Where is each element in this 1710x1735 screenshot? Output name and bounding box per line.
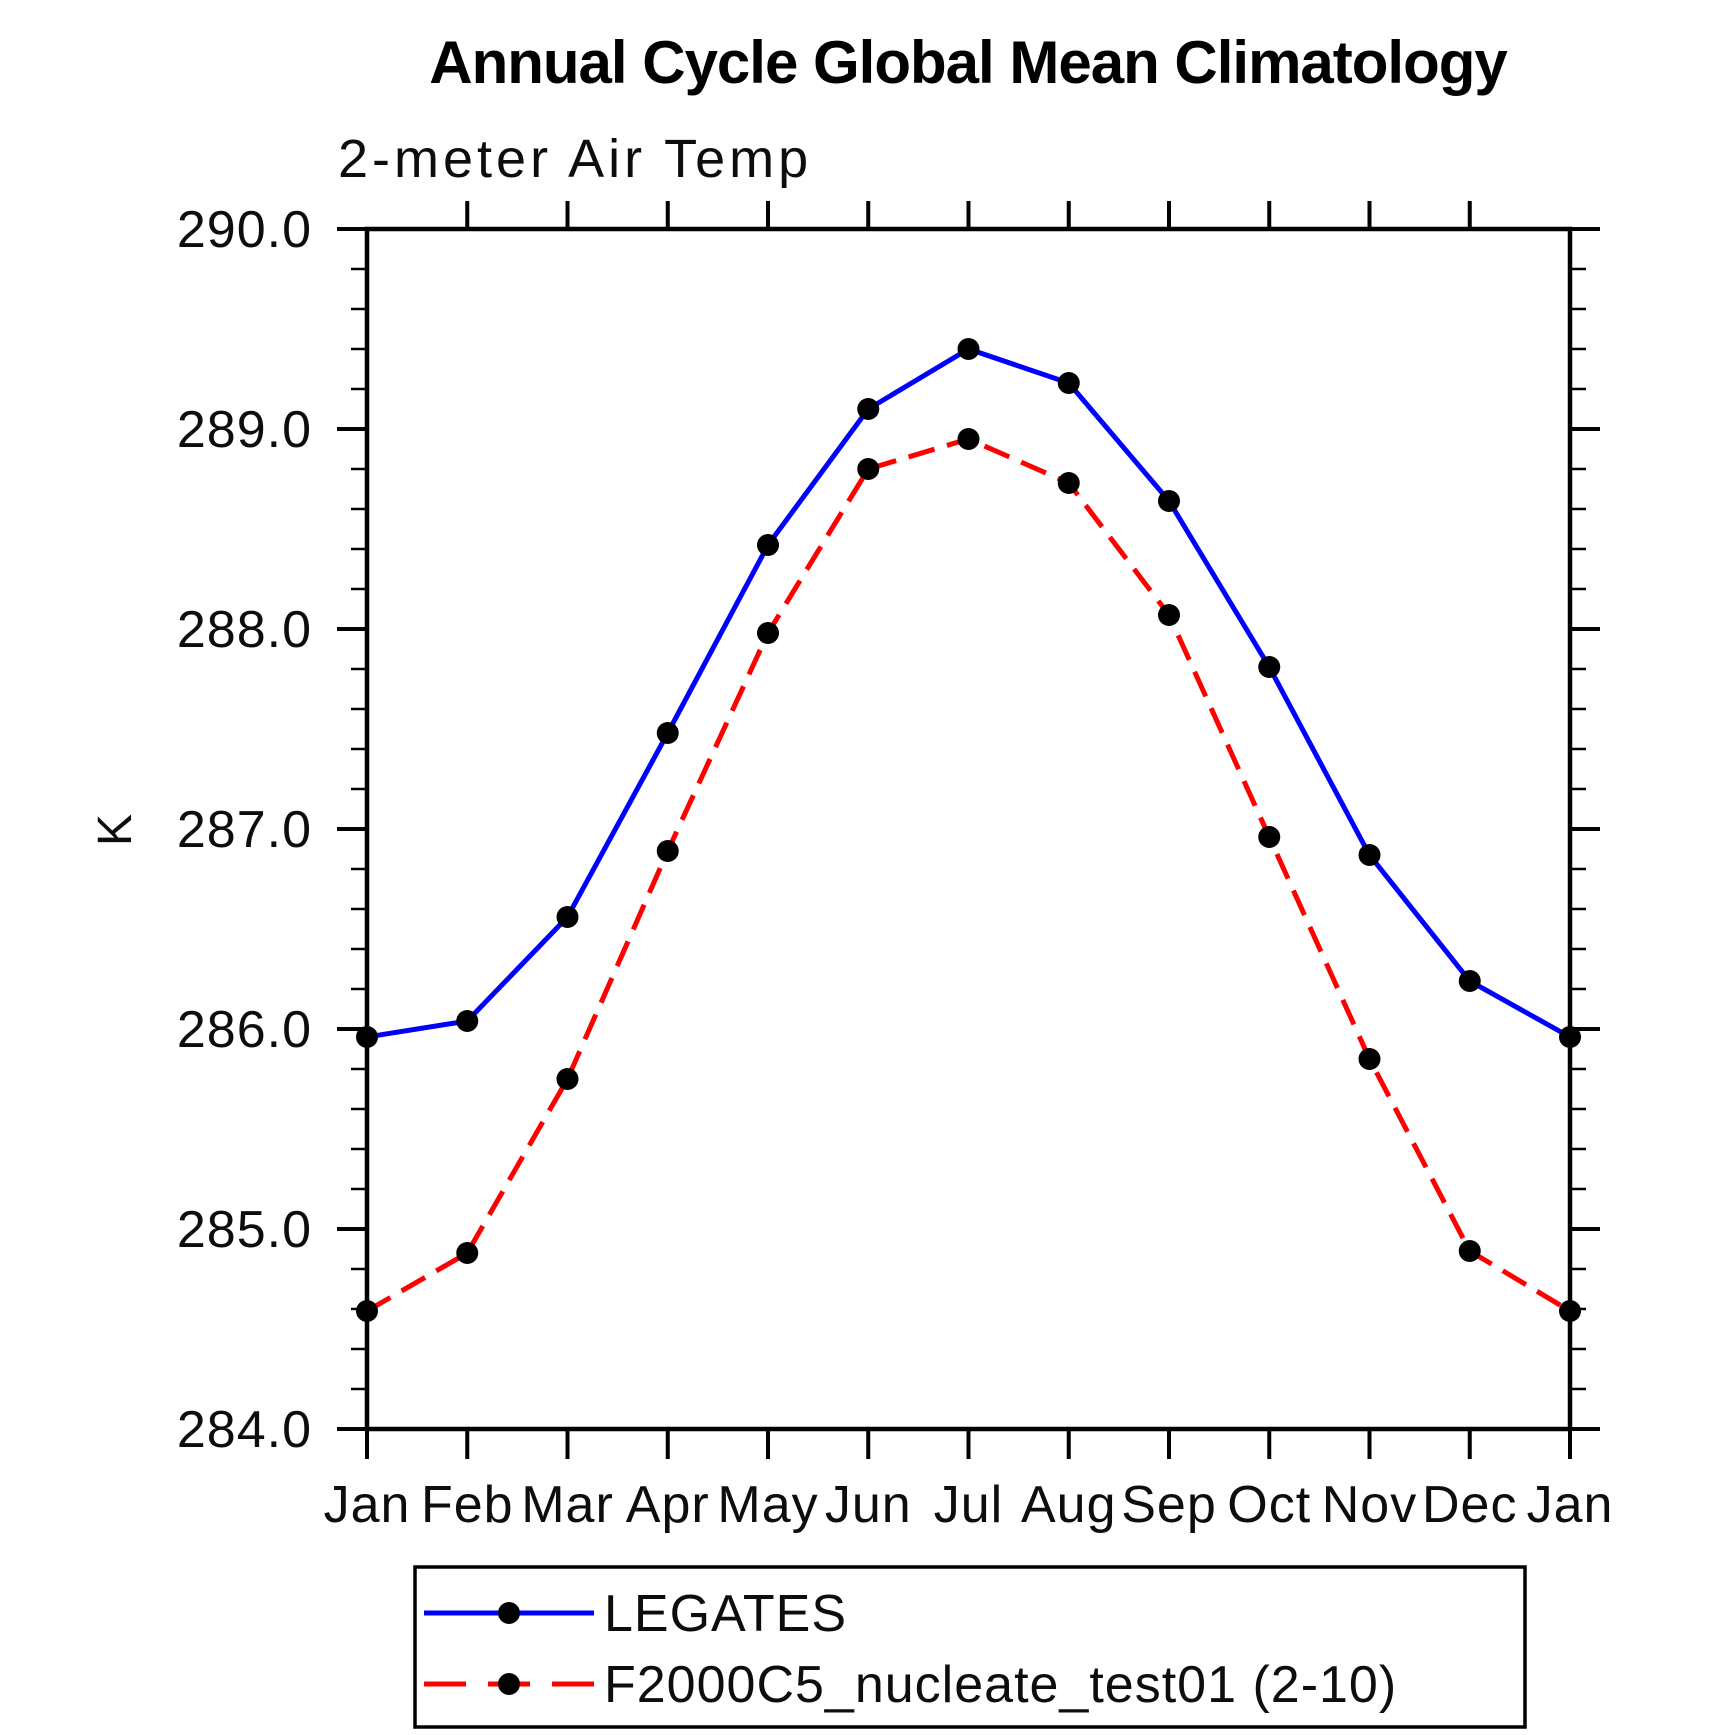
y-tick-label: 289.0	[177, 401, 312, 459]
data-point	[1559, 1026, 1581, 1048]
data-point	[1258, 826, 1281, 848]
chart-title: Annual Cycle Global Mean Climatology	[429, 29, 1508, 96]
data-point	[757, 622, 779, 644]
y-tick-label: 287.0	[177, 801, 312, 859]
month-label: Jul	[934, 1476, 1003, 1534]
month-label: Mar	[521, 1476, 614, 1534]
data-point	[1057, 372, 1080, 394]
legend-item-label: F2000C5_nucleate_test01 (2-10)	[604, 1656, 1397, 1714]
data-point	[1057, 472, 1080, 494]
data-point	[456, 1010, 479, 1032]
data-point	[957, 338, 980, 360]
y-tick-label: 285.0	[177, 1201, 312, 1259]
data-point	[356, 1026, 378, 1048]
plot-frame	[364, 226, 1573, 1432]
legend-marker	[498, 1602, 520, 1624]
data-point	[656, 840, 679, 862]
month-label: Jan	[324, 1476, 411, 1534]
y-tick-label: 284.0	[177, 1401, 312, 1459]
y-tick-label: 288.0	[177, 601, 312, 659]
data-point	[1559, 1300, 1581, 1322]
data-point	[1358, 844, 1381, 866]
month-label: May	[717, 1476, 818, 1534]
month-label: Jun	[825, 1476, 912, 1534]
month-label: Sep	[1121, 1476, 1217, 1534]
data-point	[1458, 970, 1481, 992]
legend-marker	[498, 1673, 520, 1695]
data-point	[456, 1242, 479, 1264]
data-point	[656, 722, 679, 744]
month-label: Nov	[1322, 1476, 1417, 1534]
month-label: Oct	[1227, 1476, 1311, 1534]
data-point	[556, 1068, 579, 1090]
month-label: Aug	[1021, 1476, 1117, 1534]
data-point	[757, 534, 779, 556]
data-point	[556, 906, 579, 928]
data-point	[1358, 1048, 1381, 1070]
data-point	[1158, 490, 1180, 512]
y-tick-label: 286.0	[177, 1001, 312, 1059]
series-line-1	[365, 436, 1572, 1314]
series-line-0	[366, 346, 1572, 1040]
data-point	[356, 1300, 378, 1322]
data-point	[1458, 1240, 1481, 1262]
data-point	[957, 428, 980, 450]
month-label: Apr	[626, 1476, 710, 1534]
month-label: Feb	[421, 1476, 514, 1534]
legend-item-label: LEGATES	[604, 1585, 847, 1643]
legend-box	[413, 1565, 1527, 1729]
data-point	[1258, 656, 1281, 678]
y-tick-label: 290.0	[177, 201, 312, 259]
month-label: Dec	[1422, 1476, 1517, 1534]
data-point	[857, 398, 880, 420]
chart-subtitle: 2-meter Air Temp	[338, 129, 813, 189]
data-point	[857, 458, 880, 480]
data-point	[1158, 604, 1180, 626]
month-label: Jan	[1527, 1476, 1614, 1534]
